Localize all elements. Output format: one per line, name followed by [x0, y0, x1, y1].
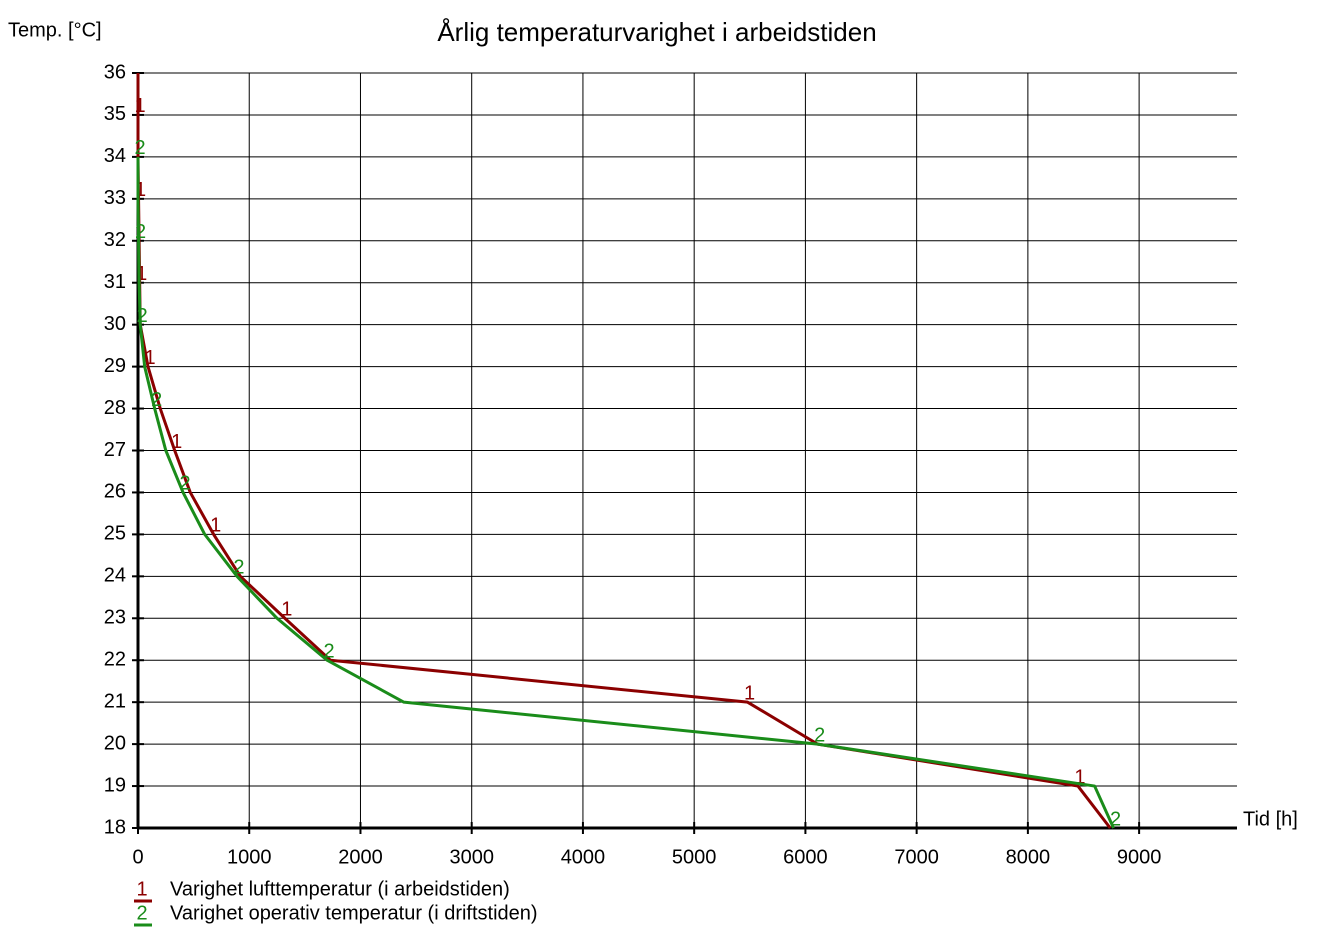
y-tick-label: 27	[104, 439, 126, 461]
legend-label: Varighet operativ temperatur (i driftsti…	[170, 902, 538, 924]
series-marker: 1	[135, 179, 146, 201]
series-marker: 2	[135, 221, 146, 243]
y-axis-label: Temp. [°C]	[8, 19, 102, 41]
x-tick-label: 9000	[1117, 846, 1162, 868]
x-tick-label: 1000	[227, 846, 272, 868]
series-marker: 2	[1110, 808, 1121, 830]
series-marker: 1	[1074, 766, 1085, 788]
y-tick-label: 33	[104, 187, 126, 209]
series-marker: 2	[137, 305, 148, 327]
y-tick-label: 25	[104, 523, 126, 545]
y-tick-label: 23	[104, 607, 126, 629]
legend-marker: 1	[136, 878, 147, 900]
y-tick-label: 32	[104, 229, 126, 251]
x-tick-label: 0	[132, 846, 143, 868]
series-marker: 2	[814, 724, 825, 746]
series-marker: 1	[281, 599, 292, 621]
y-tick-label: 21	[104, 690, 126, 712]
x-tick-label: 5000	[672, 846, 717, 868]
legend-label: Varighet lufttemperatur (i arbeidstiden)	[170, 878, 510, 900]
chart-title: Årlig temperaturvarighet i arbeidstiden	[437, 17, 876, 47]
series-marker: 1	[744, 682, 755, 704]
y-tick-label: 35	[104, 103, 126, 125]
y-tick-label: 28	[104, 397, 126, 419]
y-tick-label: 26	[104, 481, 126, 503]
x-tick-label: 7000	[894, 846, 939, 868]
series-marker: 2	[134, 137, 145, 159]
series-marker: 1	[144, 347, 155, 369]
legend-marker: 2	[136, 902, 147, 924]
series-marker: 2	[151, 389, 162, 411]
series-marker: 2	[324, 641, 335, 663]
series-line	[136, 156, 1115, 829]
y-tick-label: 30	[104, 313, 126, 335]
y-tick-label: 36	[104, 61, 126, 83]
series-marker: 2	[179, 473, 190, 495]
y-tick-label: 18	[104, 816, 126, 838]
series-marker: 2	[233, 557, 244, 579]
x-tick-label: 3000	[449, 846, 494, 868]
y-tick-label: 19	[104, 774, 126, 796]
y-tick-label: 22	[104, 649, 126, 671]
series-marker: 1	[210, 515, 221, 537]
x-tick-label: 2000	[338, 846, 383, 868]
series-marker: 1	[134, 95, 145, 117]
x-tick-label: 6000	[783, 846, 828, 868]
series-marker: 1	[136, 263, 147, 285]
x-tick-label: 8000	[1006, 846, 1051, 868]
y-tick-label: 29	[104, 355, 126, 377]
x-tick-label: 4000	[561, 846, 606, 868]
y-tick-label: 24	[104, 565, 126, 587]
y-tick-label: 20	[104, 732, 126, 754]
y-tick-label: 31	[104, 271, 126, 293]
y-tick-label: 34	[104, 145, 126, 167]
series-marker: 1	[171, 431, 182, 453]
x-axis-label: Tid [h]	[1243, 808, 1298, 830]
